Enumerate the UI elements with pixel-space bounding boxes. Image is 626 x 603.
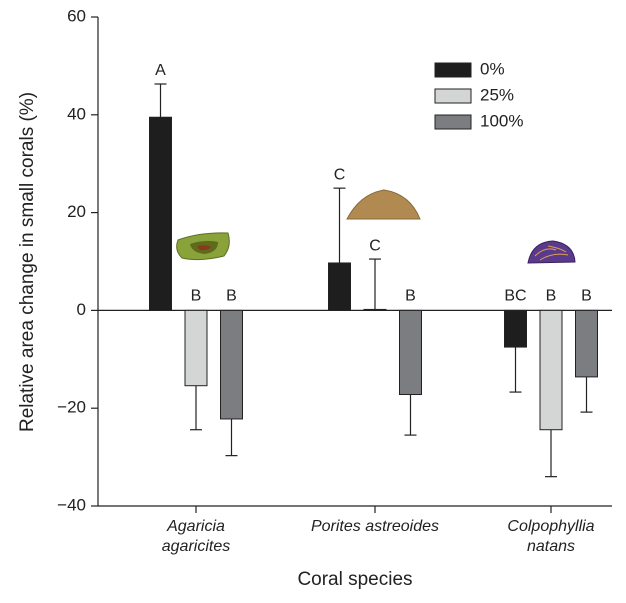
y-tick-label: −40 (57, 495, 86, 514)
significance-letter: B (546, 288, 557, 305)
coral-icon (528, 241, 575, 263)
x-tick-label: Porites astreoides (310, 517, 440, 537)
coral-icon (177, 233, 230, 260)
bar (540, 310, 562, 429)
significance-letter: C (369, 237, 381, 254)
y-tick-label: 0 (77, 300, 86, 319)
bar (576, 310, 598, 377)
legend-label: 100% (480, 111, 523, 130)
legend-label: 25% (480, 85, 514, 104)
coral-icon (347, 190, 420, 219)
legend-swatch (435, 63, 471, 77)
significance-letter: C (334, 166, 346, 183)
bar (329, 263, 351, 310)
legend-label: 0% (480, 59, 505, 78)
chart-wrap: Coral species Relative area change in sm… (0, 0, 626, 603)
significance-letter: BC (504, 288, 526, 305)
bar (505, 310, 527, 347)
y-tick-label: 60 (67, 6, 86, 25)
bar (185, 310, 207, 385)
bar (364, 309, 386, 310)
significance-letter: B (581, 288, 592, 305)
significance-letter: B (405, 288, 416, 305)
bar (400, 310, 422, 394)
legend-swatch (435, 89, 471, 103)
significance-letter: B (226, 288, 237, 305)
legend-swatch (435, 115, 471, 129)
x-tick-label: Colpophyllia natans (486, 517, 616, 557)
chart: Coral species Relative area change in sm… (0, 0, 626, 603)
bar (150, 117, 172, 310)
bar (221, 310, 243, 419)
significance-letter: A (155, 62, 166, 79)
y-tick-label: −20 (57, 398, 86, 417)
x-tick-label: Agaricia agaricites (131, 517, 261, 557)
x-axis-title: Coral species (297, 569, 412, 590)
significance-letter: B (191, 288, 202, 305)
y-axis-title: Relative area change in small corals (%) (17, 92, 38, 432)
y-tick-label: 40 (67, 104, 86, 123)
y-tick-label: 20 (67, 202, 86, 221)
